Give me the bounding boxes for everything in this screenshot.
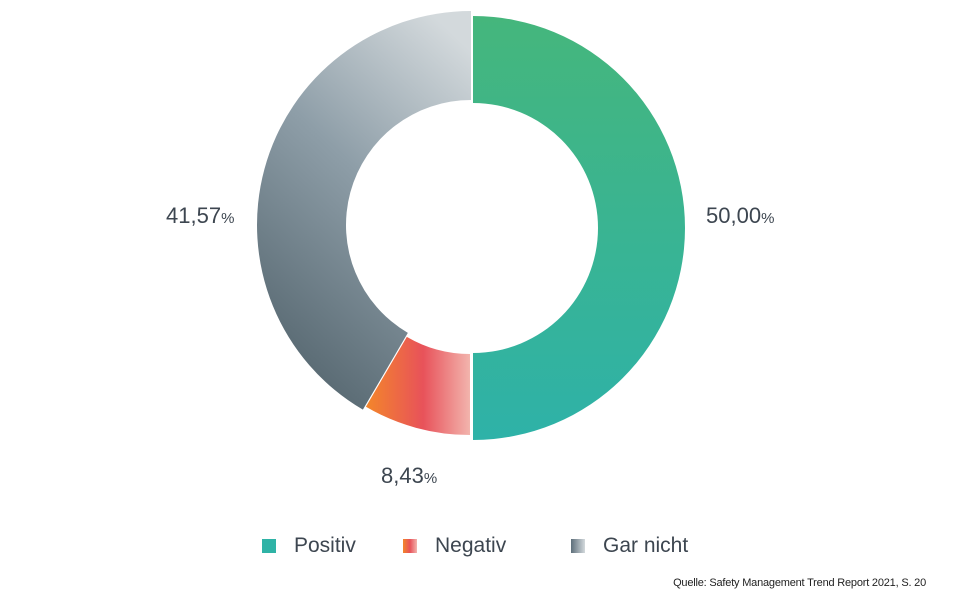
data-label-negativ: 8,43% (381, 463, 437, 488)
legend-item-negativ: Negativ (403, 530, 506, 562)
source-note: Quelle: Safety Management Trend Report 2… (673, 577, 926, 589)
legend-label-positiv: Positiv (294, 534, 356, 557)
legend-label-gar-nicht: Gar nicht (603, 534, 689, 557)
legend-item-gar-nicht: Gar nicht (571, 530, 688, 562)
data-label-positiv: 50,00% (706, 203, 774, 228)
legend-swatch-gar-nicht (571, 539, 585, 553)
legend: Positiv Negativ Gar nicht (0, 530, 960, 562)
legend-swatch-negativ (403, 539, 417, 553)
data-label-gar-nicht: 41,57% (166, 203, 234, 228)
legend-swatch-positiv (262, 539, 276, 553)
slice-gar-nicht (257, 11, 471, 410)
slice-positiv (473, 16, 685, 440)
legend-label-negativ: Negativ (435, 534, 507, 557)
slice-negativ (365, 336, 470, 435)
legend-item-positiv: Positiv (262, 530, 356, 562)
